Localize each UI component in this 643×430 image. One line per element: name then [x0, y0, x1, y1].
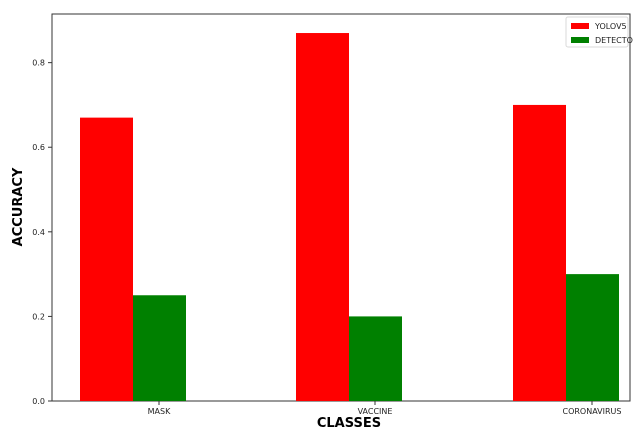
legend-swatch-detecto: [571, 37, 589, 43]
y-tick-label: 0.4: [32, 228, 45, 237]
y-tick-label: 0.0: [32, 397, 45, 406]
x-tick-label-vaccine: VACCINE: [358, 407, 393, 416]
legend-label-detecto: DETECTO: [595, 36, 633, 45]
bar-detecto-coronavirus: [566, 274, 619, 401]
y-axis: 0.0 0.2 0.4 0.6 0.8: [32, 59, 52, 406]
y-tick-label: 0.6: [32, 143, 45, 152]
legend: YOLOV5 DETECTO: [565, 16, 633, 48]
x-tick-label-coronavirus: CORONAVIRUS: [562, 407, 621, 416]
x-tick-label-mask: MASK: [148, 407, 171, 416]
legend-swatch-yolov5: [571, 23, 589, 29]
y-tick-label: 0.8: [32, 59, 45, 68]
y-axis-title: ACCURACY: [11, 167, 26, 246]
x-axis: MASK VACCINE CORONAVIRUS: [148, 401, 622, 416]
bar-detecto-vaccine: [349, 316, 402, 401]
y-tick-label: 0.2: [32, 312, 45, 321]
bar-yolov5-mask: [80, 117, 133, 401]
bar-detecto-mask: [133, 295, 186, 401]
bar-yolov5-coronavirus: [513, 104, 566, 402]
x-axis-title: CLASSES: [317, 416, 381, 430]
bars-layer: [80, 33, 619, 402]
bar-yolov5-vaccine: [296, 33, 349, 402]
legend-label-yolov5: YOLOV5: [594, 22, 627, 31]
